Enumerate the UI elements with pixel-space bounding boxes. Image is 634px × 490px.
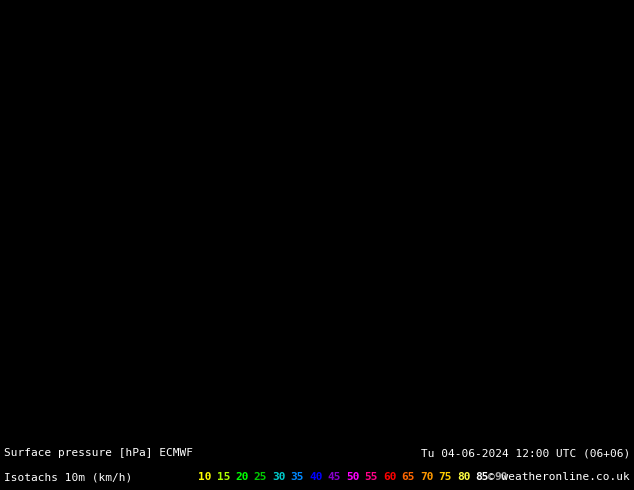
Text: 80: 80 xyxy=(457,472,470,482)
Text: 85: 85 xyxy=(476,472,489,482)
Text: 70: 70 xyxy=(420,472,434,482)
Text: Surface pressure [hPa] ECMWF: Surface pressure [hPa] ECMWF xyxy=(4,448,193,458)
Text: 40: 40 xyxy=(309,472,323,482)
Text: 15: 15 xyxy=(216,472,230,482)
Text: © weatheronline.co.uk: © weatheronline.co.uk xyxy=(488,472,630,482)
Text: 25: 25 xyxy=(254,472,267,482)
Text: Tu 04-06-2024 12:00 UTC (06+06): Tu 04-06-2024 12:00 UTC (06+06) xyxy=(421,448,630,458)
Text: 50: 50 xyxy=(346,472,359,482)
Text: 30: 30 xyxy=(272,472,285,482)
Text: 10: 10 xyxy=(198,472,212,482)
Text: 90: 90 xyxy=(494,472,507,482)
Text: 20: 20 xyxy=(235,472,249,482)
Text: 45: 45 xyxy=(328,472,341,482)
Text: Isotachs 10m (km/h): Isotachs 10m (km/h) xyxy=(4,472,133,482)
Text: 35: 35 xyxy=(290,472,304,482)
Text: 55: 55 xyxy=(365,472,378,482)
Text: 60: 60 xyxy=(383,472,396,482)
Text: 75: 75 xyxy=(439,472,452,482)
Text: 65: 65 xyxy=(401,472,415,482)
